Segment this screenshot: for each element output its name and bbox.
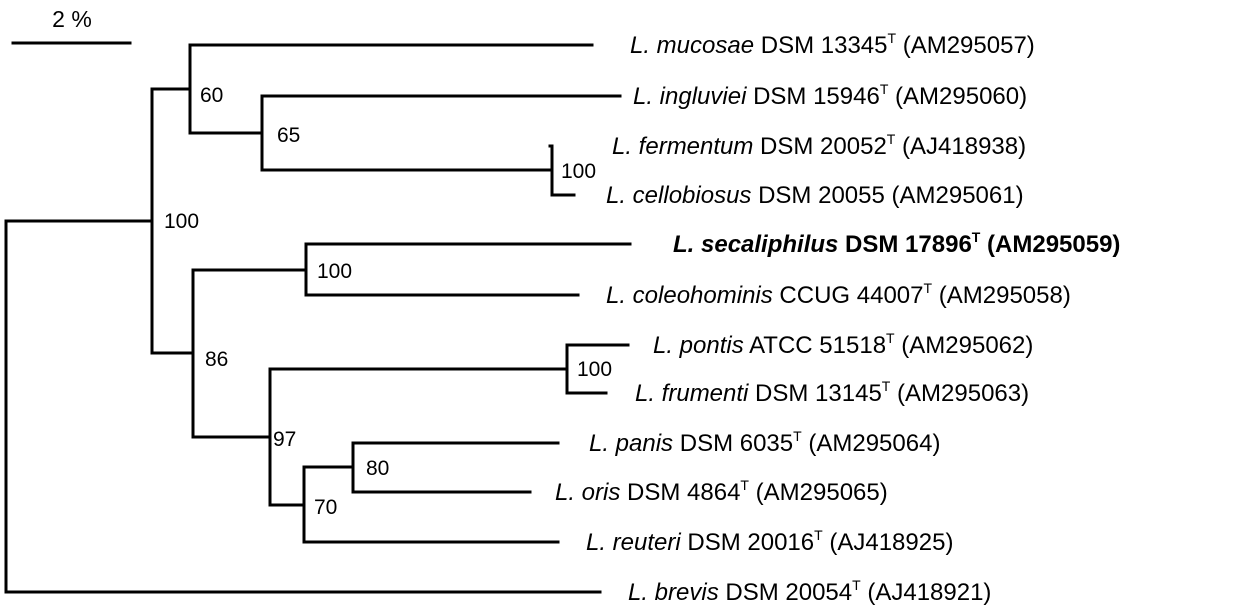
taxon-label: L. panis DSM 6035T (AM295064) [589, 428, 940, 457]
bootstrap-value: 65 [277, 124, 300, 147]
bootstrap-value: 70 [314, 496, 337, 519]
taxon-label: L. coleohominis CCUG 44007T (AM295058) [606, 280, 1071, 309]
bootstrap-values: 60 65 100 100 100 86 100 97 80 70 [164, 84, 612, 519]
bootstrap-value: 100 [317, 260, 352, 283]
taxon-label: L. secaliphilus DSM 17896T (AM295059) [673, 229, 1120, 258]
taxon-label: L. frumenti DSM 13145T (AM295063) [635, 378, 1029, 407]
taxon-label: L. fermentum DSM 20052T (AJ418938) [612, 131, 1026, 160]
bootstrap-value: 97 [273, 428, 296, 451]
taxon-labels: L. mucosae DSM 13345T (AM295057) L. inglu… [555, 30, 1120, 606]
taxon-label: L. reuteri DSM 20016T (AJ418925) [586, 527, 953, 556]
scale-bar-label: 2 % [52, 6, 92, 32]
taxon-label: L. brevis DSM 20054T (AJ418921) [628, 577, 991, 606]
taxon-label: L. pontis ATCC 51518T (AM295062) [653, 330, 1033, 359]
taxon-label: L. oris DSM 4864T (AM295065) [555, 477, 888, 506]
taxon-label: L. mucosae DSM 13345T (AM295057) [630, 30, 1035, 59]
bootstrap-value: 86 [205, 348, 228, 371]
taxon-label: L. ingluviei DSM 15946T (AM295060) [633, 81, 1027, 110]
taxon-label: L. cellobiosus DSM 20055 (AM295061) [606, 182, 1024, 209]
tree-branches [4, 43, 632, 594]
bootstrap-value: 100 [561, 160, 596, 183]
bootstrap-value: 60 [200, 84, 223, 107]
bootstrap-value: 100 [164, 210, 199, 233]
bootstrap-value: 80 [366, 457, 389, 480]
bootstrap-value: 100 [577, 358, 612, 381]
